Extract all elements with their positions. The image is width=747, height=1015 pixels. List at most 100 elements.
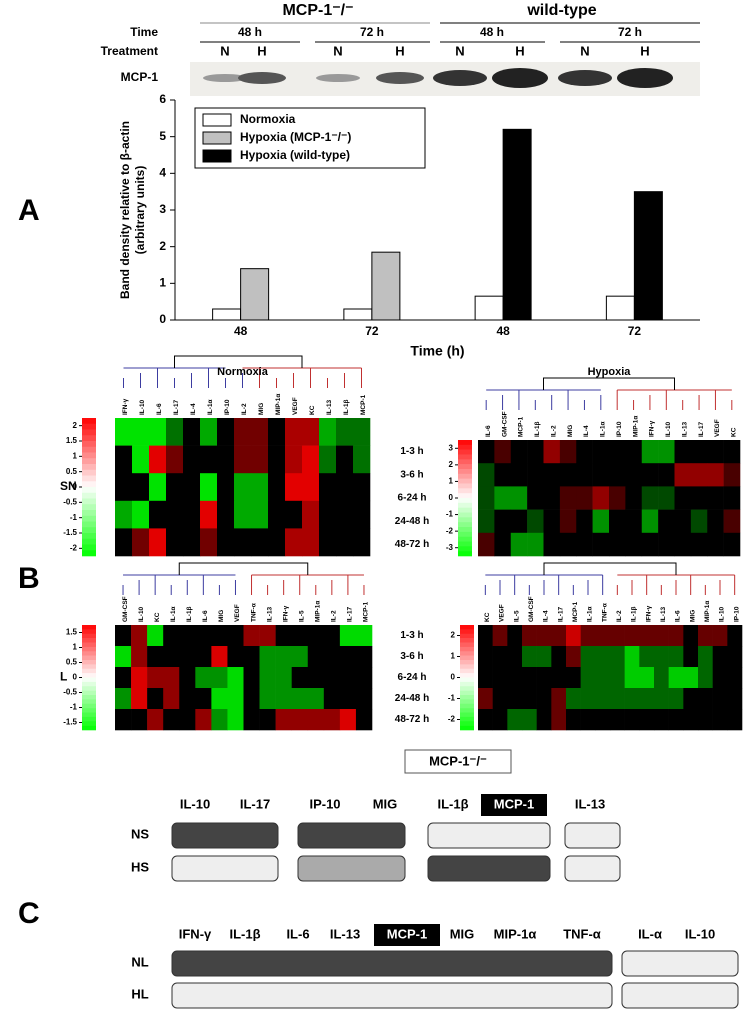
colorbar-step <box>460 664 474 670</box>
cytokine-label: IL-1β <box>229 926 260 941</box>
legend-swatch <box>202 113 232 127</box>
heatmap-cell <box>536 625 552 647</box>
heatmap-cell <box>147 625 164 647</box>
heatmap-cell <box>712 709 728 731</box>
heatmap-cell <box>163 709 180 731</box>
heatmap-cell <box>243 688 260 710</box>
heatmap-cell <box>527 509 544 534</box>
heatmap-cell <box>551 625 567 647</box>
heatmap-cell <box>580 625 596 647</box>
heatmap-cell <box>211 646 228 668</box>
heatmap-cell <box>275 667 292 689</box>
bar <box>343 308 373 321</box>
heatmap-title: Normoxia <box>217 366 269 378</box>
column-label: IFN-γ <box>645 605 652 622</box>
colorbar-tick-label: 0 <box>73 673 78 682</box>
heatmap-cell <box>319 473 337 502</box>
heatmap-cell <box>115 646 132 668</box>
colorbar-tick-label: -2 <box>70 543 78 552</box>
colorbar-step <box>82 418 96 425</box>
heatmap-cell <box>275 625 292 647</box>
heatmap-cell <box>610 667 625 689</box>
row-label: 48-72 h <box>395 539 429 550</box>
heatmap-cell <box>268 528 286 557</box>
column-label: IL-4 <box>543 610 550 622</box>
colorbar-tick-label: 0 <box>449 493 454 502</box>
heatmap-cell <box>536 667 552 689</box>
bar <box>633 191 663 321</box>
expression-box <box>297 855 406 882</box>
row-label: 48-72 h <box>395 714 429 725</box>
column-label: IL-17 <box>347 606 354 622</box>
heatmap-cell <box>559 463 577 487</box>
heatmap-cell <box>683 646 699 668</box>
bar <box>371 251 401 321</box>
colorbar-step <box>458 531 472 537</box>
column-label: IL-1α <box>600 421 607 437</box>
cytokine-label: MIG <box>373 796 398 811</box>
colorbar-tick-label: 1 <box>73 643 78 652</box>
heatmap-cell <box>609 463 626 487</box>
colorbar-step <box>460 673 474 678</box>
heatmap-cell <box>727 709 743 731</box>
heatmap-cell <box>285 418 303 446</box>
heatmap-cell <box>166 500 184 529</box>
colorbar-step <box>82 429 96 436</box>
heatmap-cell <box>275 709 292 731</box>
colorbar-tick-label: 0 <box>73 482 78 491</box>
heatmap-cell <box>566 667 581 689</box>
colorbar-step <box>82 655 96 661</box>
heatmap-cell <box>217 418 235 446</box>
heatmap-cell <box>654 625 669 647</box>
blot-band <box>617 68 673 88</box>
colorbar-step <box>458 464 472 470</box>
heatmap-cell <box>355 625 373 647</box>
column-label: IL-1α <box>587 606 594 622</box>
heatmap-cell <box>149 500 167 529</box>
column-label: IL-5 <box>513 610 520 622</box>
heatmap-cell <box>492 646 508 668</box>
colorbar-step <box>82 515 96 522</box>
heatmap-cell <box>668 667 684 689</box>
heatmap-cell <box>624 667 640 689</box>
blot-band <box>316 74 360 82</box>
legend-label: Normoxia <box>240 112 296 126</box>
heatmap-cell <box>674 486 692 510</box>
colorbar-step <box>82 487 96 494</box>
heatmap-cell <box>307 646 325 668</box>
heatmap-cell <box>353 473 371 502</box>
heatmap-cell <box>510 486 528 510</box>
heatmap-cell <box>595 709 611 731</box>
heatmap-cell <box>522 625 537 647</box>
colorbar-step <box>460 721 474 726</box>
y-tick-label: 4 <box>159 166 166 180</box>
heatmap-cell <box>641 463 659 487</box>
colorbar-tick-label: 3 <box>449 443 454 452</box>
heatmap-cell <box>510 440 528 464</box>
heatmap-cell <box>339 688 357 710</box>
heatmap-cell <box>610 625 625 647</box>
colorbar-step <box>82 690 96 696</box>
heatmap-cell <box>580 688 596 710</box>
colorbar-step <box>82 504 96 511</box>
colorbar-tick-label: -2 <box>448 715 456 724</box>
heatmap-cell <box>492 625 508 647</box>
heatmap-cell <box>559 440 577 464</box>
heatmap-cell <box>698 688 713 710</box>
heatmap-cell <box>163 688 180 710</box>
colorbar-step <box>82 498 96 505</box>
colorbar-step <box>460 655 474 661</box>
cytokine-label: IL-10 <box>180 796 210 811</box>
colorbar-step <box>82 625 96 630</box>
heatmap-cell <box>251 473 269 502</box>
heatmap-cell <box>478 440 495 464</box>
column-label: IL-1β <box>534 421 541 437</box>
heatmap-cell <box>234 445 252 474</box>
heatmap-cell <box>251 500 269 529</box>
heatmap-cell <box>259 688 276 710</box>
column-label: MCP-1 <box>572 601 579 622</box>
expression-box <box>171 950 613 977</box>
cytokine-label: IL-6 <box>286 926 309 941</box>
heatmap-cell <box>217 473 235 502</box>
heatmap-cell <box>492 688 508 710</box>
